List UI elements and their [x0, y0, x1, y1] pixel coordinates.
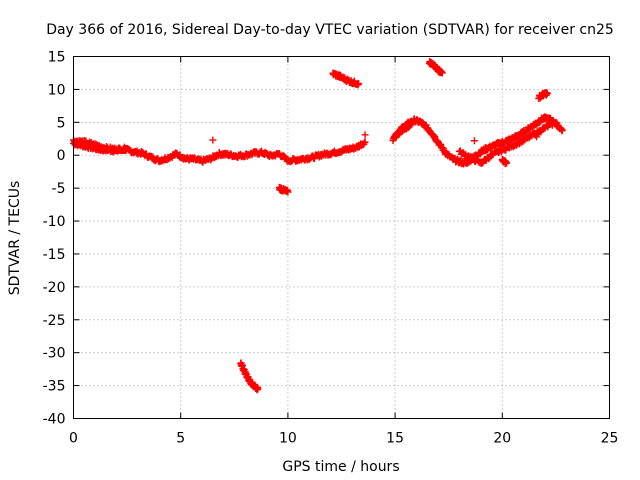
data-point [406, 122, 414, 130]
data-point [361, 131, 369, 139]
x-tick-label: 0 [69, 431, 78, 447]
data-point [537, 128, 545, 136]
y-tick-label: -25 [43, 313, 66, 329]
data-point [551, 120, 559, 128]
data-point [122, 146, 130, 154]
data-point [209, 136, 217, 144]
data-point [438, 69, 446, 77]
y-tick-label: -35 [43, 379, 66, 395]
data-point [361, 138, 369, 146]
y-tick-label: -20 [43, 280, 66, 296]
data-point [254, 385, 262, 393]
y-tick-label: -15 [43, 247, 66, 263]
x-tick-label: 5 [176, 431, 185, 447]
data-point [284, 188, 292, 196]
x-tick-label: 25 [601, 431, 619, 447]
data-point [470, 137, 478, 145]
plot-frame [73, 56, 610, 419]
data-point [533, 133, 541, 141]
axes: 0 5 10 15 20 25 15 10 5 0 -5 -10 -15 -20 -25 -30 -35 -40 [43, 50, 619, 447]
y-tick-label: 5 [57, 115, 66, 131]
data-point [503, 159, 511, 167]
x-tick-label: 10 [279, 431, 297, 447]
grid [73, 56, 610, 419]
y-tick-label: -30 [43, 346, 66, 362]
y-tick-label: 15 [48, 50, 66, 66]
data-point [558, 126, 566, 134]
x-tick-label: 15 [386, 431, 404, 447]
data-point [123, 145, 131, 153]
y-tick-label: -40 [43, 412, 66, 428]
data-point [543, 89, 551, 97]
chart-title: Day 366 of 2016, Sidereal Day-to-day VTE… [46, 22, 614, 38]
y-tick-label: 0 [57, 148, 66, 164]
y-axis-label: SDTVAR / TECUs [7, 181, 23, 296]
x-axis-label: GPS time / hours [282, 459, 399, 475]
y-tick-label: -10 [43, 214, 66, 230]
y-tick-label: 10 [48, 82, 66, 98]
data-points [70, 58, 566, 394]
data-point [552, 118, 560, 126]
x-tick-label: 20 [493, 431, 511, 447]
y-tick-label: -5 [52, 181, 66, 197]
data-point [355, 79, 363, 87]
